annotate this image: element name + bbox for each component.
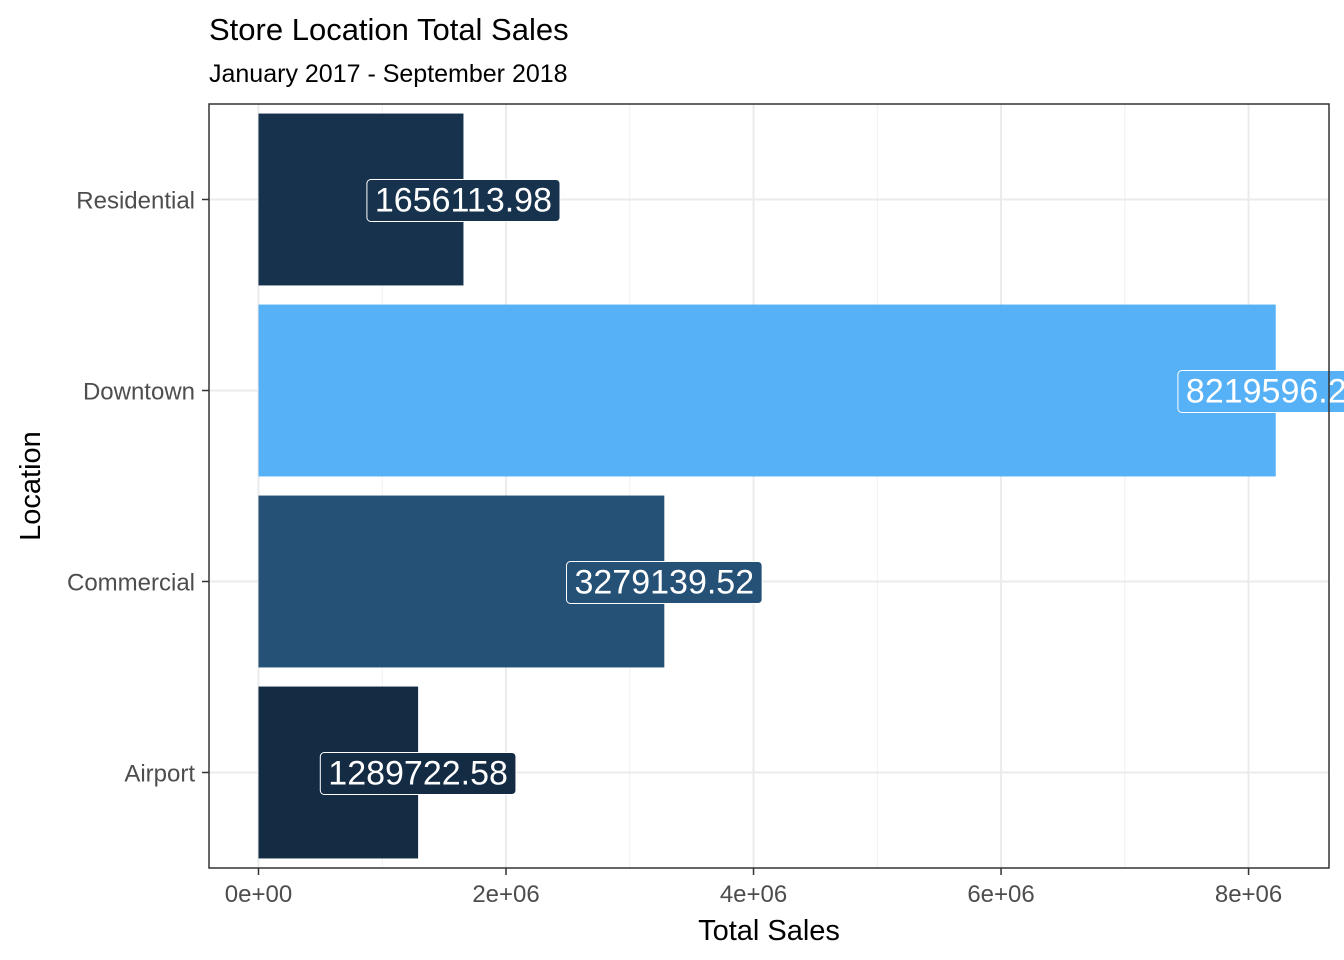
y-tick-label: Downtown bbox=[83, 379, 195, 406]
x-tick-label: 8e+06 bbox=[1215, 881, 1282, 908]
panel-border bbox=[208, 103, 1330, 869]
data-label-box bbox=[565, 561, 763, 604]
chart-title: Store Location Total Sales bbox=[209, 12, 569, 47]
x-tick-label: 0e+00 bbox=[225, 881, 292, 908]
x-axis-title: Total Sales bbox=[698, 915, 840, 947]
data-label: 1289722.58 bbox=[328, 755, 508, 793]
x-tick-label: 6e+06 bbox=[967, 881, 1034, 908]
data-label: 3279139.52 bbox=[574, 564, 754, 602]
bar-downtown bbox=[258, 304, 1276, 477]
y-tick-label: Residential bbox=[76, 188, 195, 215]
data-label-box bbox=[366, 179, 561, 222]
data-label: 1656113.98 bbox=[375, 182, 552, 220]
data-label: 8219596.27 bbox=[1186, 373, 1344, 411]
data-label-box bbox=[1177, 370, 1344, 413]
y-axis-title: Location bbox=[15, 431, 47, 541]
y-tick-label: Airport bbox=[124, 761, 195, 788]
x-tick-label: 4e+06 bbox=[720, 881, 787, 908]
y-tick-label: Commercial bbox=[67, 570, 195, 597]
chart-subtitle: January 2017 - September 2018 bbox=[209, 60, 568, 88]
x-tick-label: 2e+06 bbox=[472, 881, 539, 908]
data-label-box bbox=[319, 752, 517, 795]
